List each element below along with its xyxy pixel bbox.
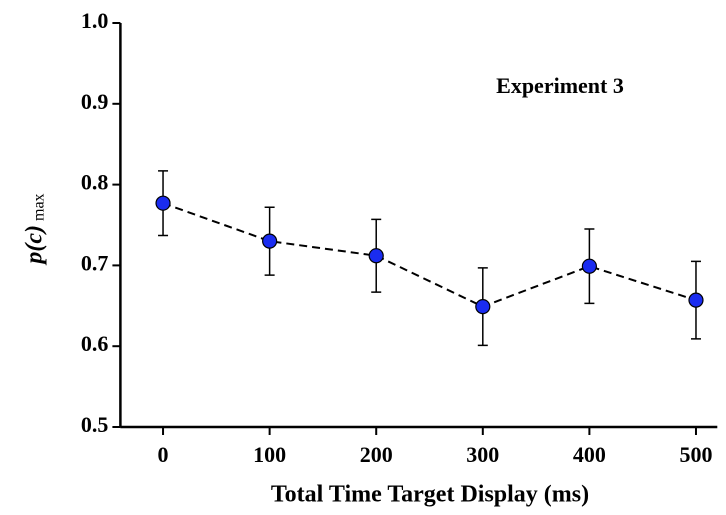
x-tick-label: 400	[573, 442, 606, 467]
data-point	[368, 248, 384, 264]
y-axis-label-group: p(c) max	[22, 193, 48, 265]
annotation: Experiment 3	[496, 73, 624, 98]
data-point	[475, 299, 491, 315]
y-tick-label: 0.7	[81, 250, 109, 275]
x-tick-label: 0	[158, 442, 169, 467]
y-axis-label-sub: max	[31, 193, 48, 221]
data-point	[155, 195, 171, 211]
data-line	[162, 202, 697, 308]
y-axis-label: p(c)	[22, 225, 48, 266]
y-tick-label: 0.9	[81, 89, 109, 114]
x-tick-label: 200	[360, 442, 393, 467]
y-tick-label: 0.5	[81, 412, 109, 437]
y-tick-label: 1.0	[81, 8, 109, 33]
x-tick-label: 500	[679, 442, 712, 467]
x-tick-label: 300	[466, 442, 499, 467]
data-point	[688, 292, 704, 308]
y-tick-label: 0.8	[81, 170, 109, 195]
y-tick-label: 0.6	[81, 331, 109, 356]
x-tick-label: 100	[253, 442, 286, 467]
x-axis-label: Total Time Target Display (ms)	[271, 482, 589, 508]
data-point	[262, 233, 278, 249]
data-point	[581, 258, 597, 274]
